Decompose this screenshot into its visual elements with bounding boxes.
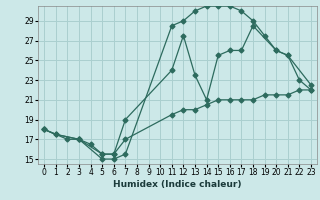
X-axis label: Humidex (Indice chaleur): Humidex (Indice chaleur) (113, 180, 242, 189)
